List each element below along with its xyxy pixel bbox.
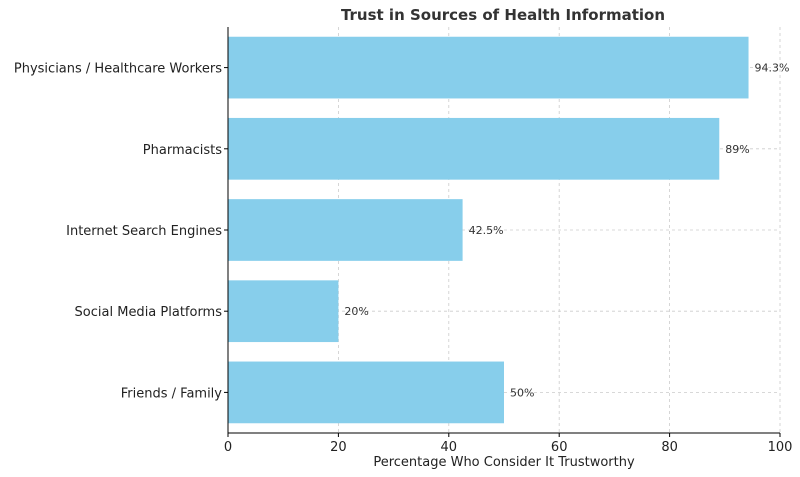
x-tick-label: 80 xyxy=(661,440,678,455)
category-label: Social Media Platforms xyxy=(75,305,223,320)
data-label: 20% xyxy=(344,305,368,318)
bar xyxy=(228,117,720,180)
x-tick-label: 60 xyxy=(551,440,568,455)
label-layer: Physicians / Healthcare Workers 94.3% Phar… xyxy=(14,62,790,402)
bar xyxy=(228,361,504,424)
category-label: Pharmacists xyxy=(143,143,222,158)
x-tick-layer: 0 20 40 60 80 100 xyxy=(224,433,793,455)
category-label: Physicians / Healthcare Workers xyxy=(14,62,222,77)
bar xyxy=(228,36,749,99)
bar-layer xyxy=(228,36,749,424)
x-tick-label: 40 xyxy=(441,440,458,455)
data-label: 89% xyxy=(725,143,749,156)
x-tick-label: 0 xyxy=(224,440,232,455)
category-label: Friends / Family xyxy=(121,386,223,401)
bar xyxy=(228,199,463,261)
x-axis-title: Percentage Who Consider It Trustworthy xyxy=(373,455,635,470)
category-label: Internet Search Engines xyxy=(66,224,222,239)
data-label: 94.3% xyxy=(755,62,790,75)
data-label: 50% xyxy=(510,386,534,399)
chart-title: Trust in Sources of Health Information xyxy=(341,6,665,24)
x-tick-label: 100 xyxy=(768,440,793,455)
data-label: 42.5% xyxy=(469,224,504,237)
bar xyxy=(228,280,339,343)
x-tick-label: 20 xyxy=(330,440,347,455)
